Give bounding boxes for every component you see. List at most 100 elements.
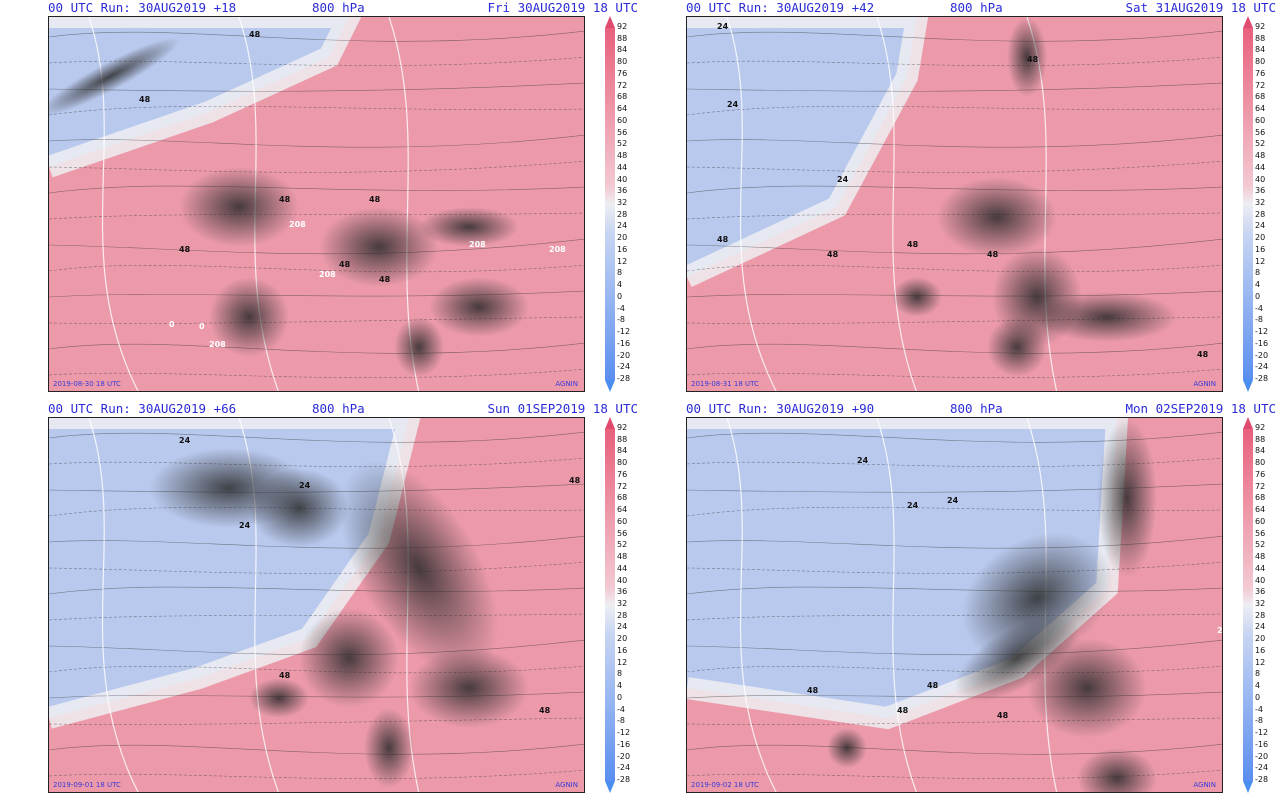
colorbar-tick-label: -24	[617, 362, 631, 372]
weather-map[interactable]: 24 24 24 48 48 48 48 208 2019-09-02 18 UTC AGNIN	[686, 417, 1223, 793]
map-canvas: 24 24 24 48 48 48 48 48 48	[687, 17, 1222, 391]
colorbar-gradient	[1243, 429, 1253, 781]
contour-value-label: 48	[1197, 350, 1209, 359]
credit-left: 2019-08-30 18 UTC	[53, 380, 121, 388]
colorbar-tick-label: 60	[617, 115, 628, 125]
contour-line	[687, 639, 1222, 656]
colorbar-tick-label: -28	[617, 374, 631, 383]
map-panel-2: 00 UTC Run: 30AUG2019 +42 800 hPa Sat 31…	[686, 0, 1276, 392]
colorbar-tick-label: -20	[1255, 350, 1269, 360]
colorbar-tick-label: 76	[1255, 68, 1266, 78]
colorbar-tick-label: -16	[1255, 338, 1269, 348]
contour-value-label: 48	[369, 195, 381, 204]
cold-air-region	[687, 17, 917, 277]
colorbar-tick-label: -24	[617, 763, 631, 773]
colorbar: 92 88 84 80 76 72 68 64 60 56 52 48 44 40 36 32 28 24 20 16…	[605, 417, 638, 793]
contour-value-label: 24	[239, 521, 251, 530]
colorbar-tick-label: 16	[617, 645, 628, 655]
contour-value-label: 48	[827, 250, 839, 259]
weather-map[interactable]: 24 24 24 48 48 48 2019-09-01 18 UTC AGNIN	[48, 417, 585, 793]
colorbar-tick-label: -4	[1255, 704, 1263, 714]
contour-line	[687, 368, 1222, 378]
colorbar-tick-label: 92	[617, 22, 628, 31]
colorbar-strip	[1243, 417, 1253, 793]
colorbar-tick-label: 24	[1255, 221, 1266, 231]
colorbar-tick-label: 52	[617, 139, 628, 149]
colorbar-tick-label: 32	[1255, 599, 1266, 608]
humidity-area	[249, 678, 309, 718]
colorbar-tip-top	[1243, 16, 1253, 28]
credit-left: 2019-09-02 18 UTC	[691, 781, 759, 789]
colorbar-tick-label: 4	[1255, 280, 1261, 290]
colorbar-tick-label: -20	[617, 350, 631, 360]
colorbar-tick-label: 68	[617, 92, 628, 102]
contour-line	[687, 613, 1222, 621]
colorbar-tick-label: 48	[1255, 151, 1266, 161]
colorbar-tick-label: 32	[617, 599, 628, 608]
run-label: 00 UTC Run: 30AUG2019 +90	[686, 401, 875, 416]
colorbar-tick-label: 44	[1255, 563, 1266, 573]
contour-line	[49, 506, 584, 517]
frontal-zone	[687, 17, 929, 287]
contour-value-label: 48	[927, 681, 939, 690]
colorbar-tick-label: 0	[617, 692, 623, 702]
humidity-area	[49, 37, 180, 117]
contour-line	[687, 342, 1222, 354]
colorbar-tick-label: 36	[1255, 587, 1266, 597]
contour-value-label: 48	[139, 95, 151, 104]
contour-value-label: 24	[947, 496, 959, 505]
panel-header: 00 UTC Run: 30AUG2019 +90 800 hPa Mon 02…	[686, 401, 1276, 417]
colorbar-tick-label: 12	[617, 657, 628, 667]
colorbar-tick-label: 52	[617, 540, 628, 550]
map-panel-1: 00 UTC Run: 30AUG2019 +18 800 hPa Fri 30…	[48, 0, 638, 392]
humidity-area	[954, 614, 1080, 702]
contour-value-label: 48	[997, 711, 1009, 720]
colorbar-tick-label: 8	[1255, 669, 1261, 679]
level-label: 800 hPa	[950, 0, 1003, 15]
colorbar-tick-label: -12	[1255, 327, 1269, 337]
contour-line	[49, 30, 584, 42]
contour-value-label: 0	[169, 320, 175, 329]
colorbar-tick-label: -16	[1255, 739, 1269, 749]
weather-map[interactable]: 4848484848484848208208208208208002019-08…	[48, 16, 585, 392]
colorbar-tick-label: 4	[617, 280, 623, 290]
contour-value-label: 48	[179, 245, 191, 254]
humidity-area	[1037, 292, 1177, 342]
humidity-area	[419, 207, 519, 247]
colorbar: 92 88 84 80 76 72 68 64 60 56 52 48 44 40 36 32 28 24 20 16…	[1243, 16, 1276, 392]
contour-line	[687, 30, 1222, 42]
contour-line	[687, 160, 1222, 173]
weather-map[interactable]: 24 24 24 48 48 48 48 48 48 2019-08-31 18 UTC AGNIN	[686, 16, 1223, 392]
isoline	[876, 17, 917, 391]
colorbar-tip-bottom	[605, 781, 615, 793]
colorbar-tick-label: 72	[617, 481, 628, 491]
colorbar-tick-label: -28	[617, 775, 631, 784]
colorbar: 92 88 84 80 76 72 68 64 60 56 52 48 44 40 36 32 28 24 20 16…	[605, 16, 638, 392]
map-panel-3: 00 UTC Run: 30AUG2019 +66 800 hPa Sun 01…	[48, 401, 638, 793]
contour-value-label: 208	[1217, 626, 1223, 635]
contour-line	[687, 238, 1222, 255]
contour-line	[49, 264, 584, 273]
colorbar-tick-label: 8	[617, 268, 623, 278]
isoline	[876, 418, 917, 792]
colorbar-tick-label: 32	[617, 198, 628, 207]
contour-line	[49, 134, 584, 148]
colorbar-tick-label: 92	[1255, 423, 1266, 432]
colorbar-tick-label: -8	[617, 716, 625, 726]
colorbar-tick-label: 72	[1255, 80, 1266, 90]
contour-line	[49, 160, 584, 173]
map-canvas: 24 24 24 48 48 48	[49, 418, 584, 792]
colorbar-tick-label: 68	[617, 493, 628, 503]
colorbar-tip-top	[605, 16, 615, 28]
colorbar-tick-label: 44	[617, 162, 628, 172]
colorbar-tick-label: 56	[617, 528, 628, 538]
colorbar-tick-label: 84	[617, 446, 628, 456]
colorbar-tick-label: 64	[617, 505, 628, 515]
colorbar-tick-label: 92	[617, 423, 628, 432]
colorbar-tick-label: 32	[1255, 198, 1266, 207]
humidity-area	[299, 608, 399, 708]
humidity-area	[987, 317, 1047, 377]
colorbar-tick-label: 40	[617, 174, 628, 184]
colorbar-tick-label: 8	[1255, 268, 1261, 278]
contour-value-label: 208	[319, 270, 336, 279]
